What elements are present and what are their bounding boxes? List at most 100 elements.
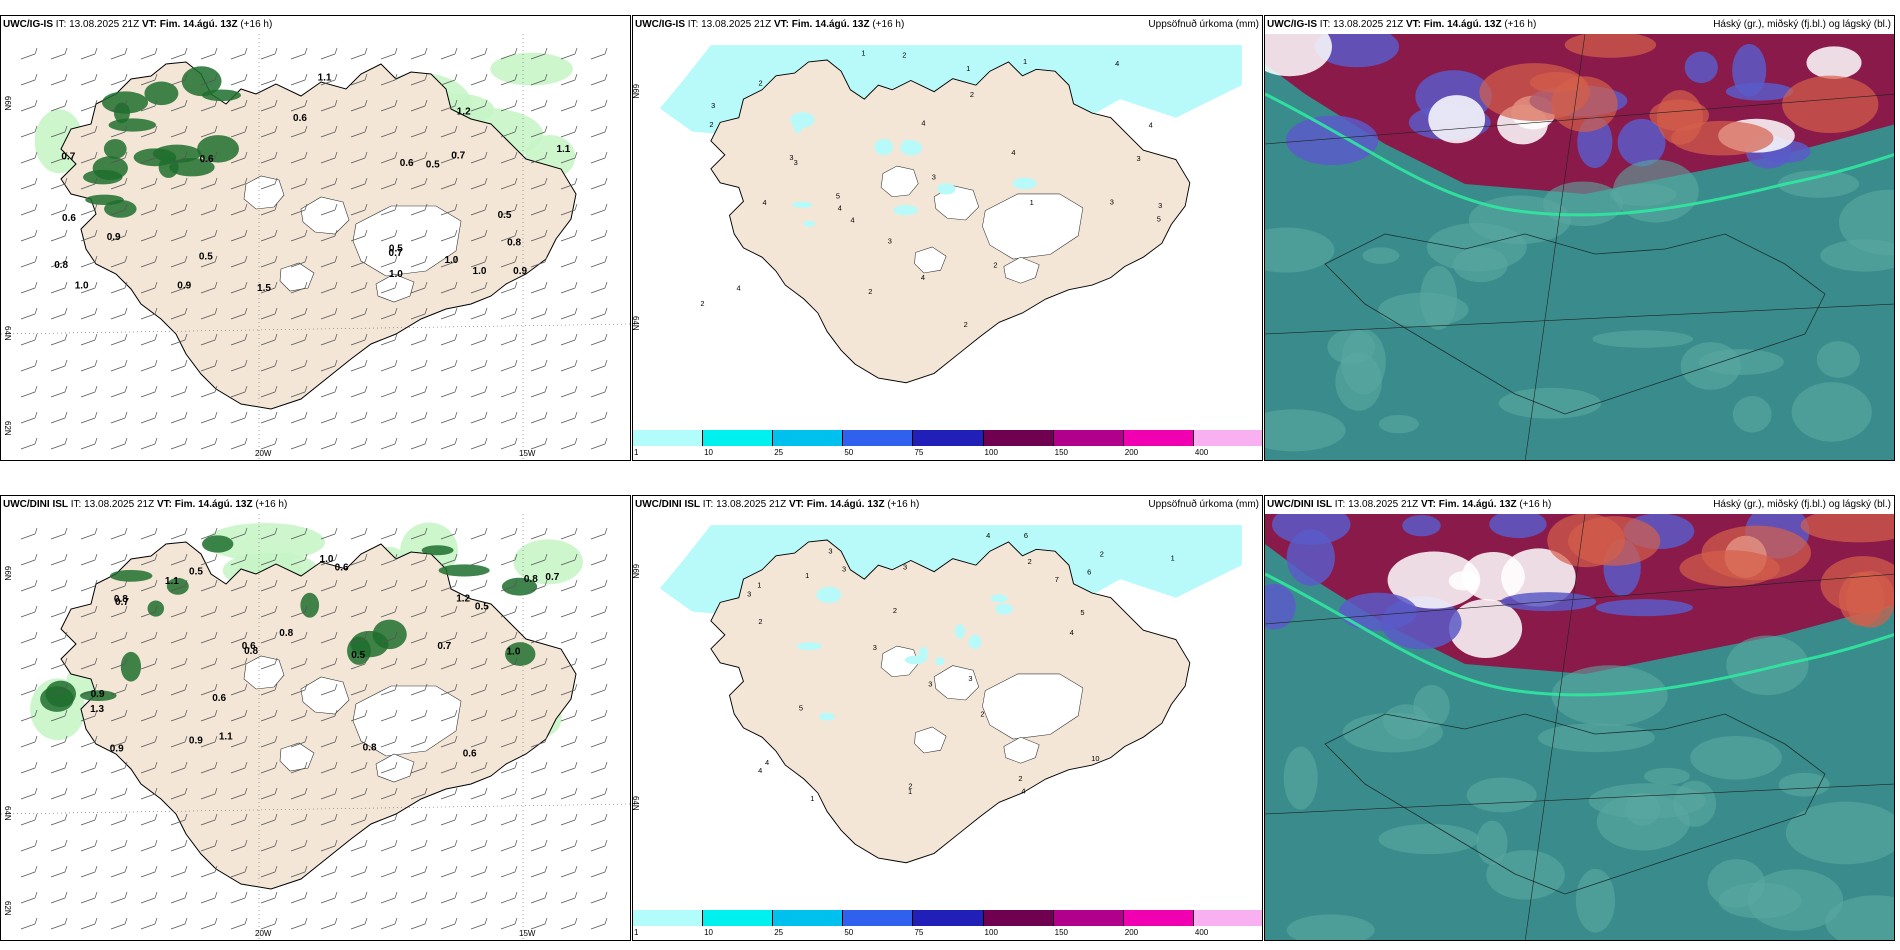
cloud-map [1265,514,1894,940]
wind-panel-header: UWC/IG-IS IT: 13.08.2025 21Z VT: Fim. 14… [1,16,630,34]
precip-panel-dini-isl: UWC/DINI ISL IT: 13.08.2025 21Z VT: Fim.… [632,495,1263,941]
lat-label: 64N [3,806,12,821]
svg-text:4: 4 [1070,628,1074,637]
svg-text:4: 4 [736,283,740,292]
colorbar-swatch [913,430,984,446]
wind-panel-dini-isl: UWC/DINI ISL IT: 13.08.2025 21Z VT: Fim.… [0,495,631,941]
colorbar-label: 25 [774,928,784,937]
svg-text:0.9: 0.9 [189,735,203,746]
lead-time: (+16 h) [240,19,273,30]
colorbar-label: 400 [1194,928,1209,937]
field-title: Uppsöfnuð úrkoma (mm) [1148,19,1259,30]
colorbar-label: 25 [774,448,784,457]
lat-label: 64N [632,316,640,331]
svg-text:2: 2 [700,299,704,308]
init-time: IT: 13.08.2025 21Z [702,499,787,510]
svg-text:0.6: 0.6 [62,213,76,224]
svg-text:1.1: 1.1 [165,576,179,587]
svg-text:0.7: 0.7 [389,248,403,259]
svg-text:4: 4 [1021,787,1025,796]
svg-text:0.9: 0.9 [110,744,124,755]
svg-text:1.0: 1.0 [320,554,334,565]
colorbar-swatch [1193,430,1262,446]
model-label: UWC/DINI ISL [3,499,68,510]
svg-text:3: 3 [968,674,972,683]
colorbar-swatch [913,910,984,926]
lead-time: (+16 h) [255,499,288,510]
svg-text:3: 3 [1110,197,1114,206]
svg-text:0.9: 0.9 [513,266,527,277]
valid-label: VT: [773,19,789,30]
svg-text:0.8: 0.8 [279,628,293,639]
svg-text:1: 1 [861,48,865,57]
svg-text:4: 4 [1149,121,1153,130]
svg-text:1: 1 [1171,553,1175,562]
model-label: UWC/IG-IS [1267,19,1317,30]
svg-text:5: 5 [836,191,840,200]
colorbar-label: 100 [984,928,998,937]
svg-text:5: 5 [1157,214,1161,223]
svg-text:1.2: 1.2 [457,106,471,117]
svg-text:0.8: 0.8 [524,574,538,585]
init-time: IT: 13.08.2025 21Z [1319,19,1404,30]
svg-text:7: 7 [1055,575,1059,584]
lon-label: 20W [255,449,272,458]
svg-text:2: 2 [1100,549,1104,558]
svg-text:0.7: 0.7 [545,572,559,583]
precip-colorbar: 1 10 25 50 75 100 150 200 400 [633,910,1262,940]
model-label: UWC/DINI ISL [635,499,700,510]
lead-time: (+16 h) [887,499,920,510]
valid-time: Fim. 14.ágú. 13Z [1423,19,1502,30]
colorbar-swatch [773,430,844,446]
init-time: IT: 13.08.2025 21Z [687,19,772,30]
lead-time: (+16 h) [1519,499,1552,510]
lat-label: 64N [3,326,12,341]
colorbar-label: 50 [844,448,854,457]
svg-text:0.8: 0.8 [114,594,128,605]
valid-label: VT: [156,499,172,510]
init-time: IT: 13.08.2025 21Z [1334,499,1419,510]
svg-text:5: 5 [1080,608,1084,617]
svg-text:0.5: 0.5 [475,601,489,612]
colorbar-swatch [1053,910,1124,926]
lead-time: (+16 h) [872,19,905,30]
svg-text:2: 2 [758,617,762,626]
svg-text:3: 3 [842,565,846,574]
svg-text:1.2: 1.2 [456,594,470,605]
svg-text:2: 2 [1018,774,1022,783]
svg-text:4: 4 [1011,148,1015,157]
svg-text:1: 1 [1030,198,1034,207]
valid-label: VT: [788,499,804,510]
svg-text:6: 6 [1024,531,1028,540]
lat-label: 62N [3,901,12,916]
svg-text:0.6: 0.6 [400,158,414,169]
colorbar-label: 10 [704,928,714,937]
wind-map: 1.11.00.80.61.30.70.50.90.60.81.20.50.80… [1,514,630,940]
colorbar-swatch [633,430,704,446]
svg-text:3: 3 [1137,154,1141,163]
cloud-panel-header: UWC/DINI ISL IT: 13.08.2025 21Z VT: Fim.… [1265,496,1894,514]
svg-text:1: 1 [805,571,809,580]
svg-text:4: 4 [763,198,767,207]
svg-text:1.0: 1.0 [389,269,403,280]
svg-text:2: 2 [964,320,968,329]
lat-label: 66N [3,96,12,111]
svg-text:0.8: 0.8 [363,742,377,753]
init-time: IT: 13.08.2025 21Z [70,499,155,510]
colorbar-label: 150 [1054,928,1069,937]
svg-text:0.5: 0.5 [351,650,365,661]
svg-text:2: 2 [709,120,713,129]
valid-time: Fim. 14.ágú. 13Z [159,19,238,30]
colorbar-swatch [983,910,1054,926]
colorbar-swatch [633,910,704,926]
svg-text:3: 3 [794,158,798,167]
lon-label: 15W [519,449,536,458]
svg-text:10: 10 [1091,754,1099,763]
svg-text:0.5: 0.5 [426,160,440,171]
svg-text:0.5: 0.5 [389,243,403,254]
svg-text:4: 4 [921,119,925,128]
svg-text:1.0: 1.0 [75,280,89,291]
colorbar-label: 150 [1054,448,1069,457]
svg-text:2: 2 [970,90,974,99]
